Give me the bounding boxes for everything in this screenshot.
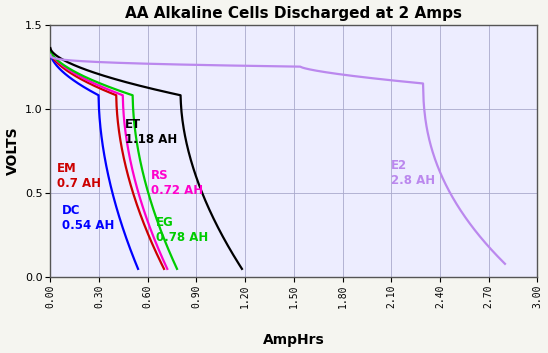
X-axis label: AmpHrs: AmpHrs: [263, 334, 325, 347]
Title: AA Alkaline Cells Discharged at 2 Amps: AA Alkaline Cells Discharged at 2 Amps: [125, 6, 463, 20]
Text: E2
2.8 AH: E2 2.8 AH: [391, 159, 436, 187]
Text: DC
0.54 AH: DC 0.54 AH: [62, 204, 114, 232]
Text: EG
0.78 AH: EG 0.78 AH: [156, 216, 208, 244]
Text: RS
0.72 AH: RS 0.72 AH: [151, 169, 203, 197]
Text: ET
1.18 AH: ET 1.18 AH: [125, 118, 178, 146]
Text: EM
0.7 AH: EM 0.7 AH: [57, 162, 101, 190]
Y-axis label: VOLTS: VOLTS: [5, 127, 20, 175]
